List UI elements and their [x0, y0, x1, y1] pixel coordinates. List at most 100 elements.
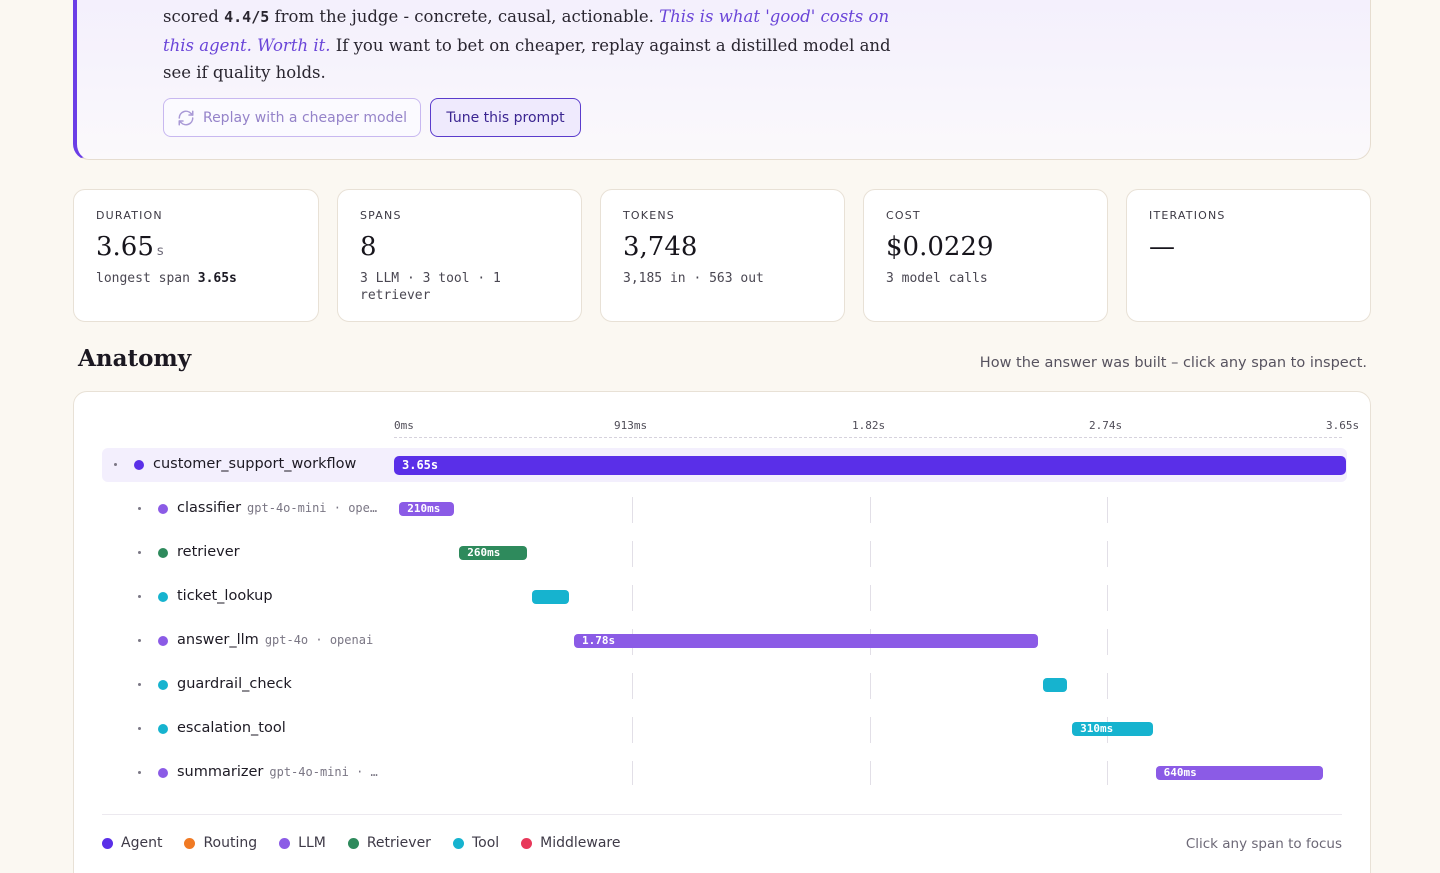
legend-label: Routing — [203, 835, 258, 851]
focus-hint: Click any span to focus — [1185, 836, 1342, 852]
span-kind-dot — [158, 548, 168, 558]
span-row[interactable]: classifier gpt-4o-mini · ope… 210ms — [102, 492, 1347, 526]
span-name: customer_support_workflow — [153, 456, 357, 472]
tune-prompt-button[interactable]: Tune this prompt — [430, 98, 581, 137]
span-kind-dot — [134, 460, 144, 470]
gridline — [1107, 497, 1108, 785]
span-row[interactable]: answer_llm gpt-4o · openai 1.78s — [102, 624, 1347, 658]
span-row[interactable]: escalation_tool 310ms — [102, 712, 1347, 746]
span-bar[interactable]: 3.65s — [394, 456, 1346, 475]
stat-label: COST — [886, 209, 921, 222]
stat-label: DURATION — [96, 209, 163, 222]
replay-cheaper-model-button[interactable]: Replay with a cheaper model — [163, 98, 421, 137]
stat-card-spans: SPANS 8 3 LLM · 3 tool · 1 retriever — [337, 189, 582, 322]
span-row[interactable]: retriever 260ms — [102, 536, 1347, 570]
timeline-panel: 0ms 913ms 1.82s 2.74s 3.65s customer_support… — [73, 391, 1371, 873]
span-bar[interactable]: 310ms — [1072, 722, 1153, 736]
insight-mid: from the judge - concrete, causal, actio… — [269, 7, 660, 26]
span-kind-dot — [158, 680, 168, 690]
span-kind-dot — [158, 724, 168, 734]
stat-label: TOKENS — [623, 209, 675, 222]
tree-connector-icon — [138, 551, 141, 554]
legend-dot — [279, 837, 291, 849]
judge-score: 4.4/5 — [224, 8, 270, 26]
replay-label: Replay with a cheaper model — [202, 109, 408, 126]
span-name: guardrail_check — [177, 676, 292, 692]
span-bar[interactable]: 210ms — [399, 502, 454, 516]
stat-card-duration: DURATION 3.65 s longest span 3.65s — [73, 189, 319, 322]
legend-label: Agent — [121, 835, 163, 851]
anatomy-title: Anatomy — [78, 345, 192, 372]
span-duration-label: 3.65s — [402, 458, 439, 472]
axis-line — [394, 437, 1342, 438]
legend-label: Retriever — [366, 835, 431, 851]
span-duration-label: 1.78s — [581, 634, 616, 647]
legend-label: LLM — [298, 835, 326, 851]
span-name: ticket_lookup — [177, 588, 273, 604]
tree-connector-icon — [138, 727, 141, 730]
span-duration-label: 640ms — [1163, 766, 1197, 779]
span-meta: gpt-4o-mini · ope… — [247, 501, 378, 515]
stat-card-iterations: ITERATIONS — — [1126, 189, 1371, 322]
span-row[interactable]: ticket_lookup — [102, 580, 1347, 614]
legend-item: Routing — [184, 835, 257, 851]
axis-tick-label: 3.65s — [1326, 419, 1360, 432]
tree-connector-icon — [114, 463, 117, 466]
stat-label: SPANS — [360, 209, 402, 222]
tree-connector-icon — [138, 639, 141, 642]
legend-dot — [521, 837, 533, 849]
stat-value: 3.65 s — [96, 232, 164, 262]
span-kind-dot — [158, 504, 168, 514]
span-duration-label: 310ms — [1080, 722, 1114, 735]
span-kind-dot — [158, 768, 168, 778]
legend-label: Middleware — [540, 835, 621, 851]
span-bar[interactable] — [1043, 678, 1068, 692]
axis-tick-label: 913ms — [614, 419, 648, 432]
legend-item: Middleware — [521, 835, 621, 851]
span-duration-label: 260ms — [467, 546, 501, 559]
insight-text: scored 4.4/5 from the judge - concrete, … — [163, 3, 893, 87]
tree-connector-icon — [138, 507, 141, 510]
tree-connector-icon — [138, 683, 141, 686]
span-bar[interactable]: 260ms — [459, 546, 528, 560]
insight-callout: scored 4.4/5 from the judge - concrete, … — [73, 0, 1371, 160]
stat-value: $0.0229 — [886, 232, 994, 262]
legend-item: Retriever — [347, 835, 431, 851]
span-bar[interactable] — [532, 590, 569, 604]
stat-value: 3,748 — [623, 232, 698, 262]
span-name: answer_llm gpt-4o · openai — [177, 632, 374, 648]
legend-item: Agent — [102, 835, 162, 851]
stat-sub: longest span 3.65s — [96, 271, 237, 286]
legend-dot — [102, 837, 113, 849]
span-row[interactable]: summarizer gpt-4o-mini · … 640ms — [102, 756, 1347, 790]
insight-post: If you want to bet on cheaper, replay ag… — [163, 35, 891, 83]
axis-tick-label: 0ms — [394, 419, 414, 432]
legend: Agent Routing LLM Retriever Tool Middleware — [102, 835, 621, 851]
span-kind-dot — [158, 636, 168, 646]
legend-item: Tool — [452, 835, 499, 851]
axis-tick-label: 1.82s — [852, 419, 886, 432]
anatomy-hint: How the answer was built – click any spa… — [979, 355, 1367, 371]
legend-dot — [347, 837, 359, 849]
tree-connector-icon — [138, 771, 141, 774]
stat-sub: 3 model calls — [886, 271, 988, 286]
span-row[interactable]: guardrail_check — [102, 668, 1347, 702]
stat-value: 8 — [360, 232, 377, 262]
legend-dot — [184, 837, 196, 849]
span-kind-dot — [158, 592, 168, 602]
span-bar[interactable]: 1.78s — [573, 634, 1039, 648]
span-row[interactable]: customer_support_workflow 3.65s — [102, 448, 1347, 482]
stat-label: ITERATIONS — [1149, 209, 1226, 222]
span-name: classifier gpt-4o-mini · ope… — [177, 500, 378, 516]
tune-label: Tune this prompt — [446, 109, 565, 126]
span-name: summarizer gpt-4o-mini · … — [177, 764, 378, 780]
span-name: retriever — [177, 544, 240, 560]
span-bar[interactable]: 640ms — [1155, 766, 1323, 780]
stat-sub: 3 LLM · 3 tool · 1 retriever — [360, 271, 501, 303]
stat-card-tokens: TOKENS 3,748 3,185 in · 563 out — [600, 189, 845, 322]
stat-value: — — [1149, 232, 1175, 262]
legend-divider — [102, 814, 1342, 815]
tree-connector-icon — [138, 595, 141, 598]
span-meta: gpt-4o-mini · … — [269, 765, 378, 779]
span-meta: gpt-4o · openai — [264, 633, 374, 647]
